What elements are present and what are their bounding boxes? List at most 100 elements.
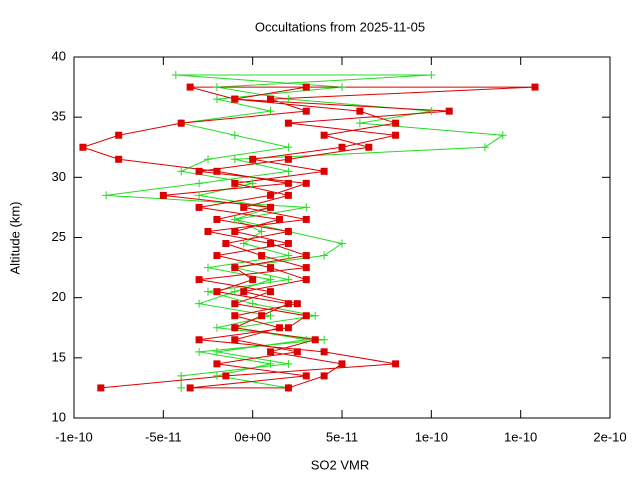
point-marker [267, 240, 275, 248]
point-marker [186, 83, 194, 91]
point-marker [320, 372, 328, 380]
point-marker [267, 95, 275, 103]
point-marker [212, 83, 221, 92]
point-marker [284, 384, 292, 392]
point-marker [531, 83, 539, 91]
point-marker [213, 360, 221, 368]
point-marker [195, 336, 203, 344]
point-marker [222, 372, 230, 380]
point-marker [213, 215, 221, 223]
point-marker [267, 288, 275, 296]
y-axis-label: Altitude (km) [7, 202, 22, 275]
point-marker [177, 371, 186, 380]
point-marker [230, 155, 239, 164]
point-marker [239, 239, 248, 248]
point-marker [258, 312, 266, 320]
point-marker [302, 83, 310, 91]
x-tick-label: 5e-11 [326, 429, 358, 444]
point-marker [204, 287, 212, 296]
y-tick-label: 25 [52, 229, 66, 244]
point-marker [240, 288, 248, 296]
point-marker [284, 227, 292, 235]
point-marker [195, 167, 203, 175]
point-marker [302, 203, 311, 212]
x-tick-label: 2e-10 [593, 429, 626, 444]
point-marker [267, 203, 275, 211]
point-marker [266, 359, 275, 368]
x-axis-label: SO2 VMR [311, 457, 370, 472]
point-marker [195, 191, 204, 200]
point-marker [284, 359, 293, 368]
point-marker [284, 95, 293, 104]
point-marker [320, 167, 328, 175]
y-tick-label: 20 [52, 289, 66, 304]
point-marker [267, 191, 275, 199]
x-tick-label: -1e-10 [55, 429, 93, 444]
point-marker [266, 311, 275, 320]
point-marker [159, 191, 167, 199]
point-marker [392, 360, 400, 368]
point-marker [293, 348, 301, 356]
point-marker [284, 300, 292, 308]
point-marker [302, 179, 310, 187]
point-marker [320, 335, 329, 344]
y-tick-label: 15 [52, 349, 66, 364]
plot-area [79, 71, 539, 392]
point-marker [284, 275, 293, 284]
point-marker [302, 252, 310, 260]
point-marker [320, 348, 328, 356]
point-marker [284, 155, 292, 163]
point-marker [231, 324, 239, 332]
point-marker [204, 227, 212, 235]
point-marker [284, 191, 292, 199]
y-tick-label: 30 [52, 169, 66, 184]
point-marker [267, 348, 275, 356]
point-marker [248, 179, 257, 188]
point-marker [338, 239, 346, 248]
x-tick-label: -5e-11 [145, 429, 182, 444]
point-marker [302, 264, 310, 272]
point-marker [213, 252, 221, 260]
point-marker [231, 227, 239, 235]
point-marker [212, 95, 221, 104]
point-marker [392, 131, 400, 139]
point-marker [320, 131, 328, 139]
point-marker [248, 299, 257, 308]
point-marker [97, 384, 105, 392]
point-marker [356, 107, 364, 115]
series-line [81, 86, 535, 389]
point-marker [171, 71, 180, 80]
point-marker [79, 143, 87, 151]
point-marker [257, 227, 266, 236]
point-marker [231, 264, 239, 272]
point-marker [231, 300, 239, 308]
point-marker [498, 131, 507, 140]
point-marker [302, 312, 310, 320]
point-marker [427, 71, 436, 80]
point-marker [204, 263, 212, 272]
point-marker [427, 107, 436, 116]
point-marker [240, 203, 248, 211]
point-marker [365, 143, 373, 151]
point-marker [275, 215, 283, 223]
point-marker [195, 179, 204, 188]
point-marker [392, 119, 400, 127]
point-marker [320, 251, 329, 260]
point-marker [195, 299, 204, 308]
point-marker [231, 336, 239, 344]
x-tick-label: 0e+00 [234, 429, 271, 444]
point-marker [115, 131, 123, 139]
point-marker [222, 240, 230, 248]
point-marker [284, 143, 293, 152]
point-marker [284, 119, 292, 127]
point-marker [177, 167, 186, 176]
x-tick-label: 1e-10 [415, 429, 448, 444]
point-marker [212, 347, 221, 356]
point-marker [266, 107, 275, 116]
point-marker [302, 107, 310, 115]
point-marker [311, 336, 319, 344]
point-marker [195, 347, 204, 356]
chart-title: Occultations from 2025-11-05 [255, 19, 425, 34]
